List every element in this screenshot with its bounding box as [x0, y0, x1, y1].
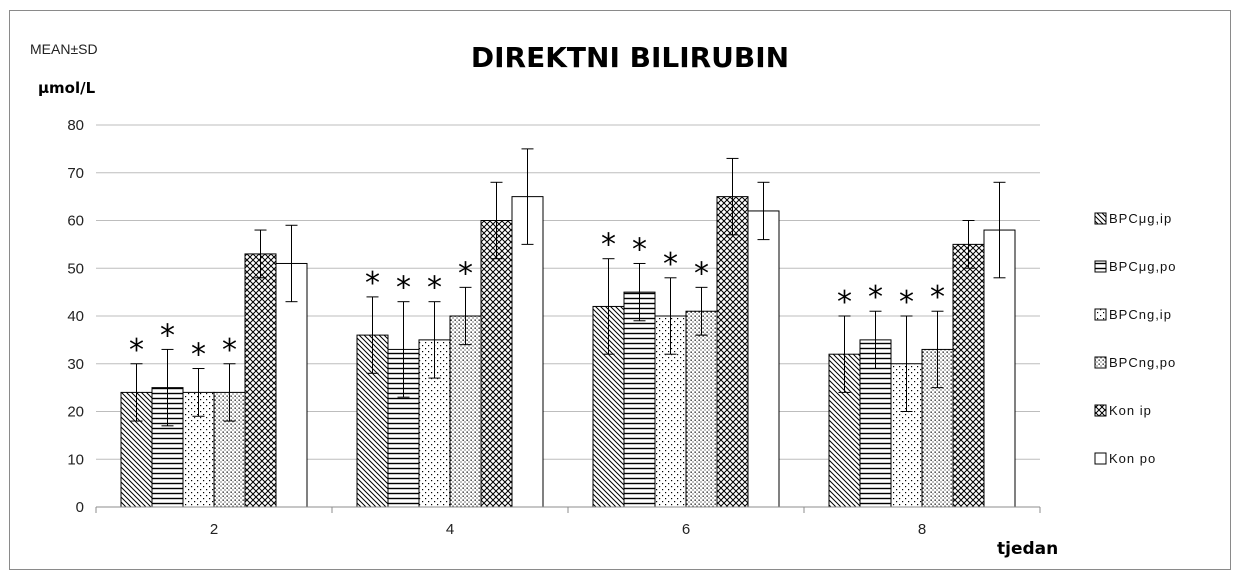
bar	[685, 310, 718, 508]
x-tick-label: 4	[446, 521, 454, 538]
significance-marker: *	[396, 271, 411, 306]
chart-title: DIREKTNI BILIRUBIN	[471, 41, 789, 74]
legend-swatch	[1094, 452, 1107, 465]
y-tick-label: 10	[67, 451, 84, 468]
x-tick-label: 8	[918, 521, 926, 538]
x-tick-label: 6	[682, 521, 690, 538]
bar	[480, 220, 513, 508]
bar	[449, 315, 482, 508]
bar	[983, 229, 1016, 508]
y-tick-label: 30	[67, 356, 84, 373]
y-tick-label: 0	[76, 499, 84, 516]
significance-marker: *	[427, 271, 442, 306]
x-axis-label: tjedan	[997, 539, 1058, 559]
y-axis-label: μmol/L	[38, 79, 96, 97]
bar	[623, 291, 656, 508]
significance-marker: *	[160, 318, 175, 353]
chart-canvas: DIREKTNI BILIRUBIN MEAN±SD μmol/L tjedan…	[30, 41, 1177, 559]
chart-subtitle: MEAN±SD	[30, 41, 98, 57]
significance-marker: *	[868, 280, 883, 315]
bar	[716, 196, 749, 508]
x-axis-ticks: 2 4 6 8	[210, 521, 926, 538]
bar	[747, 210, 780, 508]
legend-label: Kon ip	[1109, 403, 1152, 418]
significance-marker: *	[663, 247, 678, 282]
legend-swatch	[1094, 404, 1107, 417]
significance-marker: *	[222, 333, 237, 368]
y-axis-ticks: 0 10 20 30 40 50 60 70 80	[67, 117, 84, 516]
y-tick-label: 80	[67, 117, 84, 134]
significance-marker: *	[694, 256, 709, 291]
bars: * * * * * * * * * * * * * * * *	[120, 148, 1016, 508]
y-tick-label: 20	[67, 404, 84, 421]
bar	[275, 262, 308, 508]
legend-swatch	[1094, 308, 1107, 321]
significance-marker: *	[365, 266, 380, 301]
significance-marker: *	[129, 333, 144, 368]
legend: BPCμg,ip BPCμg,po BPCng,ip BPCng,po Kon ip Ko…	[1094, 211, 1177, 466]
significance-marker: *	[930, 280, 945, 315]
legend-label: BPCμg,po	[1109, 259, 1177, 274]
bar	[952, 243, 985, 508]
legend-swatch	[1094, 356, 1107, 369]
legend-swatch	[1094, 212, 1107, 225]
significance-marker: *	[632, 232, 647, 267]
legend-label: Kon po	[1109, 451, 1156, 466]
bar	[244, 253, 277, 508]
x-tick-label: 2	[210, 521, 218, 538]
significance-marker: *	[837, 285, 852, 320]
legend-swatch	[1094, 260, 1107, 273]
significance-marker: *	[601, 228, 616, 263]
legend-label: BPCng,po	[1109, 355, 1176, 370]
y-tick-label: 60	[67, 213, 84, 230]
y-tick-label: 50	[67, 260, 84, 277]
y-tick-label: 70	[67, 165, 84, 182]
chart-area: DIREKTNI BILIRUBIN MEAN±SD μmol/L tjedan…	[9, 10, 1231, 570]
legend-label: BPCμg,ip	[1109, 211, 1172, 226]
legend-label: BPCng,ip	[1109, 307, 1172, 322]
x-axis	[95, 506, 1041, 513]
y-tick-label: 40	[67, 308, 84, 325]
significance-marker: *	[458, 256, 473, 291]
significance-marker: *	[899, 285, 914, 320]
significance-marker: *	[191, 338, 206, 373]
